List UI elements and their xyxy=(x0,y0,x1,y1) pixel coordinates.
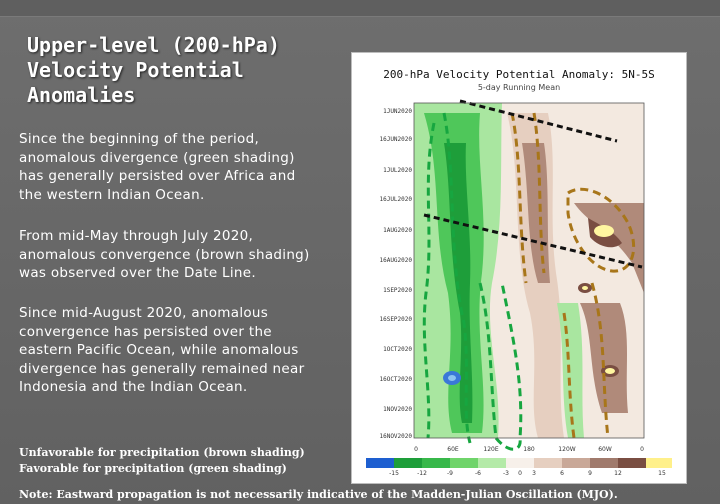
plot-area xyxy=(414,103,644,438)
brown-contour xyxy=(590,282,610,439)
y-tick-label: 1SEP2020 xyxy=(383,287,412,294)
title-line-3: Anomalies xyxy=(27,83,136,107)
brown-contour xyxy=(562,312,576,439)
legend-favorable: Favorable for precipitation (green shadi… xyxy=(19,462,287,475)
hovmoller-figure: 200-hPa Velocity Potential Anomaly: 5N-5… xyxy=(351,52,687,484)
hovmoller-plot xyxy=(366,99,672,468)
text-line: anomalous convergence (brown shading) xyxy=(19,246,310,263)
x-tick-label: 60E xyxy=(447,446,459,453)
y-tick-label: 1OCT2020 xyxy=(383,346,412,353)
text-line: the western Indian Ocean. xyxy=(19,186,205,203)
figure-title: 200-hPa Velocity Potential Anomaly: 5N-5… xyxy=(383,68,655,81)
propagation-line xyxy=(423,213,643,269)
text-line: convergence has persisted over the xyxy=(19,323,272,340)
max-convergence xyxy=(582,286,588,290)
y-tick-label: 16JUL2020 xyxy=(379,196,412,203)
colorbar-label: 12 xyxy=(614,470,622,477)
text-line: From mid-May through July 2020, xyxy=(19,228,254,244)
paragraph-recent: Since mid-August 2020, anomalous converg… xyxy=(19,304,339,397)
text-line: divergence has generally remained near xyxy=(19,360,305,377)
colorbar-label: 15 xyxy=(658,470,666,477)
title-line-1: Upper-level (200-hPa) xyxy=(27,33,280,57)
x-tick-label: 60W xyxy=(598,446,612,453)
y-tick-label: 16SEP2020 xyxy=(379,316,412,323)
propagation-line xyxy=(459,99,618,143)
colorbar-label: 9 xyxy=(588,470,592,477)
shading-legend: Unfavorable for precipitation (brown sha… xyxy=(19,445,305,477)
y-tick-label: 16AUG2020 xyxy=(379,257,412,264)
slide-title: Upper-level (200-hPa) Velocity Potential… xyxy=(27,33,347,108)
y-tick-label: 16NOV2020 xyxy=(379,433,412,440)
x-tick-label: 120W xyxy=(558,446,576,453)
green-contour xyxy=(478,282,523,451)
legend-unfavorable: Unfavorable for precipitation (brown sha… xyxy=(19,446,305,459)
plot-frame xyxy=(413,102,645,439)
brown-shading xyxy=(574,203,644,293)
y-tick-label: 1JUN2020 xyxy=(383,108,412,115)
y-tick-label: 16OCT2020 xyxy=(379,376,412,383)
y-tick-label: 1AUG2020 xyxy=(383,227,412,234)
paragraph-convergence: From mid-May through July 2020, anomalou… xyxy=(19,227,339,283)
green-shading xyxy=(557,303,584,438)
colorbar-label: -15 xyxy=(389,470,399,477)
max-divergence xyxy=(448,375,456,381)
x-tick-label: 0 xyxy=(640,446,644,453)
max-convergence xyxy=(605,368,615,374)
y-tick-label: 16JUN2020 xyxy=(379,136,412,143)
mjo-note: Note: Eastward propagation is not necess… xyxy=(19,488,618,501)
colorbar-label: 3 xyxy=(532,470,536,477)
brown-shading xyxy=(507,113,564,438)
x-tick-label: 120E xyxy=(483,446,499,453)
brown-contour xyxy=(532,112,546,274)
text-line: eastern Pacific Ocean, while anomalous xyxy=(19,342,299,358)
y-tick-label: 1NOV2020 xyxy=(383,406,412,413)
colorbar-label: 0 xyxy=(518,470,522,477)
colorbar-label: -3 xyxy=(503,470,509,477)
paragraph-divergence: Since the beginning of the period, anoma… xyxy=(19,130,339,204)
text-line: Since the beginning of the period, xyxy=(19,131,260,147)
propagation-lines xyxy=(423,99,643,269)
colorbar-label: -9 xyxy=(447,470,453,477)
green-contour xyxy=(442,112,472,444)
y-tick-label: 1JUL2020 xyxy=(383,167,412,174)
figure-subtitle: 5-day Running Mean xyxy=(477,83,561,92)
text-line: was observed over the Date Line. xyxy=(19,265,256,281)
x-tick-label: 0 xyxy=(414,446,418,453)
brown-shading xyxy=(580,303,628,413)
colorbar-label: -12 xyxy=(417,470,427,477)
brown-contour xyxy=(566,187,636,273)
text-line: anomalous divergence (green shading) xyxy=(19,149,295,166)
text-line: has generally persisted over Africa and xyxy=(19,168,296,184)
green-contour xyxy=(422,122,436,439)
contours xyxy=(422,112,636,451)
max-convergence xyxy=(594,225,614,237)
colorbar-label: -6 xyxy=(475,470,481,477)
text-line: Since mid-August 2020, anomalous xyxy=(19,305,269,321)
text-line: Indonesia and the Indian Ocean. xyxy=(19,379,248,395)
x-tick-label: 180 xyxy=(523,446,535,453)
colorbar-label: 6 xyxy=(560,470,564,477)
brown-contour xyxy=(510,112,528,284)
colorbar xyxy=(366,458,672,468)
title-line-2: Velocity Potential xyxy=(27,58,244,82)
slide-top-bar xyxy=(0,0,720,17)
